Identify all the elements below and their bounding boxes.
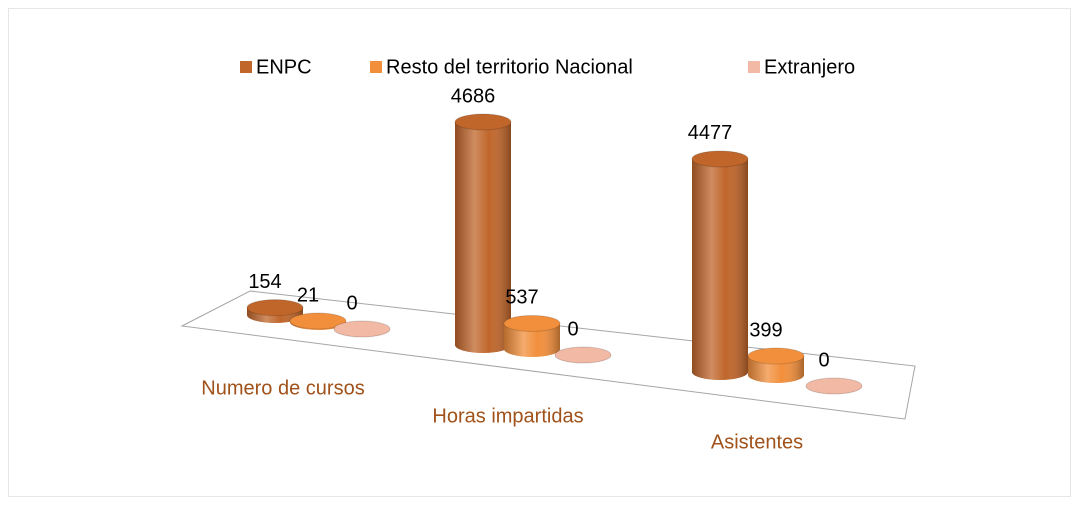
bar-top [805,377,863,395]
legend-label: ENPC [256,56,312,78]
category-label: Horas impartidas [432,405,583,427]
value-label: 21 [297,284,319,306]
bar-shade [504,323,560,357]
bar-top [246,299,304,317]
bar-top [503,314,561,332]
value-label: 154 [248,271,281,293]
value-label: 0 [818,349,829,371]
category-label: Numero de cursos [201,377,364,399]
bar-shade [455,122,511,353]
legend-swatch [240,61,252,73]
bar-shade [692,158,748,380]
value-label: 4477 [688,122,733,144]
legend-label: Resto del territorio Nacional [386,56,633,78]
value-label: 399 [749,319,782,341]
bar-top [691,150,749,168]
category-label: Asistentes [711,431,803,453]
bar-top [333,320,391,338]
bar-top [554,346,612,364]
legend-swatch [748,61,760,73]
value-label: 4686 [451,85,496,107]
legend-label: Extranjero [764,56,855,78]
bar-top [747,347,805,365]
bar-top [454,113,512,131]
legend-swatch [370,61,382,73]
value-label: 0 [346,292,357,314]
value-label: 537 [505,287,538,309]
bar-top [289,312,347,330]
value-label: 0 [567,318,578,340]
